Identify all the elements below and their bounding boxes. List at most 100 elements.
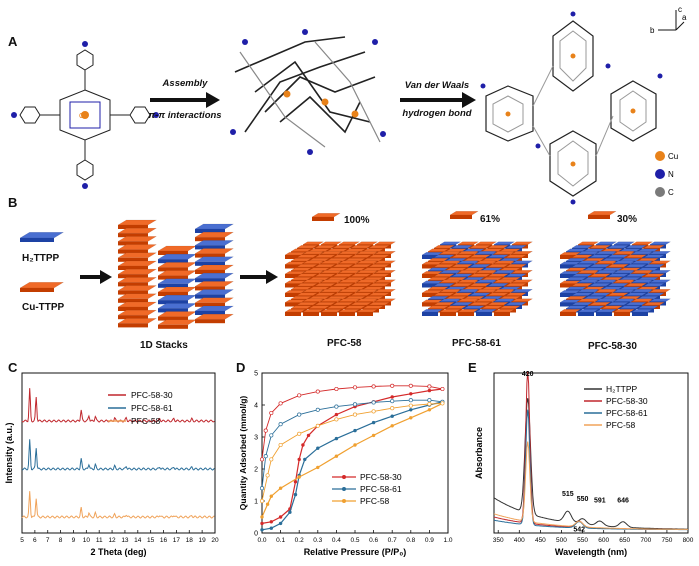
adsorption-point (353, 443, 357, 447)
panel-b-letter: B (8, 195, 18, 210)
x-tick-label-d: 0.0 (257, 537, 266, 544)
axis-a-label: a (682, 13, 687, 22)
x-tick-label-d: 0.9 (425, 537, 434, 544)
percent-label-pfc5861: 61% (480, 214, 501, 225)
stacking-schematic (19, 211, 672, 329)
van-der-waals-label: Van der Waals (404, 80, 470, 91)
x-tick-label-c: 7 (46, 537, 50, 544)
stack-mixed-a-plate (157, 278, 198, 288)
adsorption-point (303, 457, 307, 462)
desorption-point (371, 409, 376, 414)
x-tick-label-d: 0.4 (332, 537, 341, 544)
adsorption-point (269, 494, 273, 498)
framework-pfc5830-plate (559, 261, 582, 269)
adsorption-point (371, 433, 376, 438)
stack-mixed-b-plate (194, 231, 235, 242)
x-tick-label-d: 0.5 (350, 537, 359, 544)
framework-pfc58-plate (284, 271, 307, 278)
legend-label-e: H₂TTPP (606, 384, 637, 394)
framework-pfc5830-plate (577, 309, 600, 316)
series-line-pfc-58-30 (21, 388, 215, 423)
desorption-point (269, 457, 274, 462)
y-tick-label-d: 3 (254, 435, 258, 442)
framework-pfc5830-plate (631, 309, 654, 316)
framework-pfc58-plate (284, 309, 307, 316)
framework-pfc5830-plate (595, 309, 618, 316)
series-line-pfc-58 (21, 491, 215, 519)
stack-cu-plate (117, 293, 158, 303)
stack-mixed-b-plate (194, 313, 235, 324)
x-tick-label-c: 16 (160, 537, 168, 544)
desorption-point (408, 383, 413, 388)
framework-pfc58-plate (338, 309, 361, 316)
plot-frame-c (21, 372, 216, 534)
stack-mixed-b-plate (194, 264, 235, 274)
plot-frame-e (493, 372, 689, 534)
y-axis-label-c: Intensity (a.u.) (4, 422, 14, 483)
desorption-point (390, 406, 395, 411)
framework-pfc58-plate (356, 309, 379, 316)
adsorption-point (409, 416, 413, 420)
y-axis-label-e: Absorbance (474, 427, 484, 479)
percent-plate-pfc5830 (587, 211, 618, 219)
adsorption-point (269, 520, 273, 524)
x-tick-label-e: 750 (661, 537, 672, 544)
framework-pfc5861-plate (439, 309, 462, 316)
adsorption-point (371, 420, 376, 425)
percent-plate-pfc58 (311, 213, 342, 221)
x-tick-label-c: 11 (96, 537, 103, 544)
desorption-point (259, 486, 265, 491)
x-tick-label-e: 450 (535, 537, 546, 544)
pi-pi-label: π-π interactions (148, 110, 222, 121)
framework-pfc58-plate (320, 309, 343, 316)
desorption-point (297, 393, 302, 398)
framework-pfc5861-plate (421, 299, 444, 307)
stack-mixed-a-plate (157, 253, 198, 264)
legend-cuttpp-label: Cu-TTPP (22, 302, 65, 313)
framework-pfc5861-plate (475, 309, 498, 316)
legend-label-d: PFC-58 (360, 496, 390, 506)
desorption-point (390, 383, 395, 388)
framework-pfc5830-plate (559, 290, 582, 297)
pxrd-chart: 5 6 7 8 9 10 11 12 13 14 15 16 17 18 19 20 2 Theta (deg)… (4, 372, 219, 557)
panel-a-letter: A (8, 34, 18, 49)
adsorption-line-pfc-58-61 (261, 401, 443, 531)
adsorption-point (288, 510, 292, 514)
stack-cu-plate (117, 227, 158, 238)
atom-legend: Cu N C (655, 151, 678, 197)
stack-arrow (80, 270, 112, 284)
framework-pfc5830-plate (613, 309, 636, 316)
stack-mixed-b-plate (194, 281, 235, 291)
x-tick-label-e: 700 (640, 537, 651, 544)
legend-label-e: PFC-58 (606, 420, 636, 430)
framework-packing-structure (480, 11, 663, 205)
framework-pfc5861-plate (493, 309, 516, 316)
assembly-arrow (150, 92, 220, 108)
framework-label-pfc5861: PFC-58-61 (452, 338, 501, 349)
x-tick-label-e: 500 (556, 537, 567, 544)
panel-c-letter: C (8, 360, 18, 375)
framework-pfc58-plate (284, 280, 307, 288)
stack-mixed-a-plate (157, 319, 198, 329)
x-tick-label-e: 350 (493, 537, 504, 544)
x-tick-label-c: 9 (72, 537, 76, 544)
desorption-point (315, 389, 320, 394)
stack-mixed-b-plate (194, 248, 235, 258)
desorption-point (334, 404, 339, 409)
framework-pfc5861-plate (421, 252, 444, 259)
x-tick-label-c: 10 (83, 537, 91, 544)
legend-marker-d (342, 499, 346, 503)
x-axis-label-d: Relative Pressure (P/P₀) (304, 547, 407, 557)
stack-cu-plate (117, 252, 158, 262)
framework-pfc5861-plate (421, 261, 444, 269)
adsorption-point (409, 392, 413, 396)
adsorption-point (316, 446, 320, 450)
desorption-point (278, 442, 283, 448)
stack-mixed-b-plate (194, 223, 235, 233)
adsorption-point (427, 408, 432, 412)
framework-pfc5830-plate (559, 280, 582, 288)
percent-plate-pfc5861 (449, 211, 480, 219)
stack-mixed-a-plate (157, 303, 198, 313)
axis-b-label: b (650, 26, 655, 35)
desorption-point (269, 410, 274, 416)
